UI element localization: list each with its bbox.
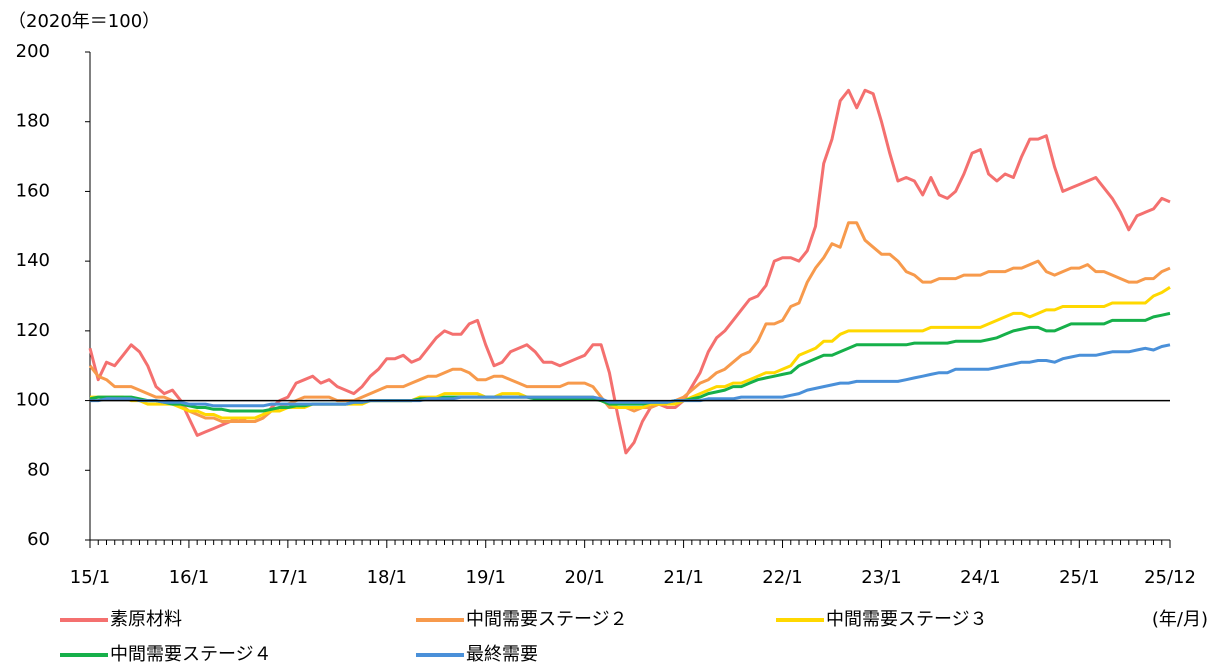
x-axis-label: (年/月) xyxy=(1152,609,1208,630)
series-line xyxy=(90,286,1171,420)
legend-label: 中間需要ステージ４ xyxy=(110,644,272,665)
x-tick-label: 16/1 xyxy=(169,567,209,588)
x-tick-label: 19/1 xyxy=(466,567,506,588)
legend-label: 中間需要ステージ２ xyxy=(466,609,628,630)
y-tick-label: 100 xyxy=(16,390,50,411)
x-tick-label: 17/1 xyxy=(268,567,308,588)
x-tick-label: 24/1 xyxy=(960,567,1000,588)
series-line xyxy=(90,343,1171,408)
y-axis-label: （2020年＝100） xyxy=(8,11,160,32)
x-tick-label: 18/1 xyxy=(367,567,407,588)
y-tick-label: 80 xyxy=(27,459,50,480)
y-tick-label: 180 xyxy=(16,111,50,132)
series-line xyxy=(89,311,1171,413)
y-tick-label: 60 xyxy=(27,529,50,550)
series-line xyxy=(88,221,1171,423)
legend-label: 中間需要ステージ３ xyxy=(826,609,988,630)
legend-label: 素原材料 xyxy=(110,609,182,630)
x-tick-label: 15/1 xyxy=(70,567,110,588)
x-tick-label: 25/12 xyxy=(1144,567,1196,588)
x-tick-label: 21/1 xyxy=(663,567,703,588)
y-tick-label: 120 xyxy=(16,320,50,341)
x-tick-label: 25/1 xyxy=(1059,567,1099,588)
y-tick-label: 160 xyxy=(16,180,50,201)
x-tick-label: 22/1 xyxy=(762,567,802,588)
x-tick-label: 23/1 xyxy=(861,567,901,588)
y-tick-label: 200 xyxy=(16,41,50,62)
legend-label: 最終需要 xyxy=(466,644,538,665)
y-tick-label: 140 xyxy=(16,250,50,271)
x-tick-label: 20/1 xyxy=(564,567,604,588)
